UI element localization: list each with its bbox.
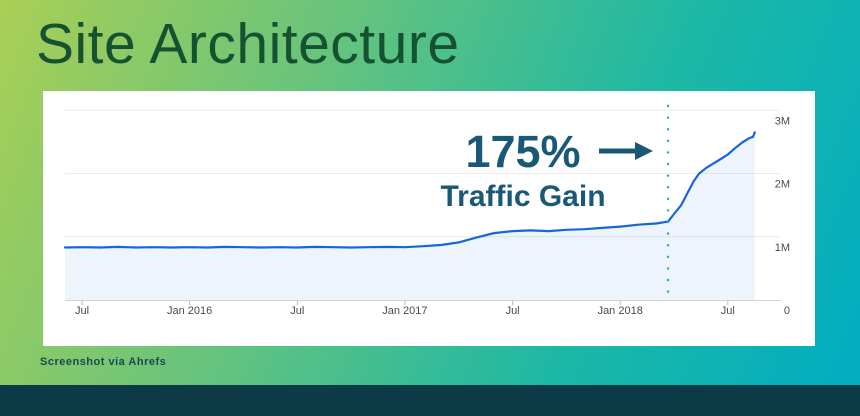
svg-text:Jan 2018: Jan 2018 [598,305,643,317]
svg-text:Jul: Jul [721,305,735,317]
chart-card: Jul Jan 2016 Jul Jan 2017 Jul Jan 2018 Jul 0 1M 2… [43,91,815,346]
attribution-caption: Screenshot via Ahrefs [40,356,167,368]
traffic-gain-annotation: 175% Traffic Gain [411,127,635,214]
page-title: Site Architecture [36,12,460,76]
svg-text:Jan 2016: Jan 2016 [167,305,212,317]
svg-text:Jul: Jul [506,305,520,317]
svg-text:3M: 3M [775,115,790,127]
svg-text:1M: 1M [775,242,790,254]
arrow-right-icon [599,142,653,160]
traffic-gain-label: Traffic Gain [440,179,606,213]
svg-text:Jan 2017: Jan 2017 [382,305,427,317]
svg-text:Jul: Jul [75,305,89,317]
svg-text:2M: 2M [775,179,790,191]
percent-gain-text: 175% [465,126,581,177]
svg-text:Jul: Jul [290,305,304,317]
svg-text:0: 0 [784,305,790,317]
traffic-chart: Jul Jan 2016 Jul Jan 2017 Jul Jan 2018 Jul 0 1M 2… [63,104,790,317]
footer-band [0,385,860,416]
